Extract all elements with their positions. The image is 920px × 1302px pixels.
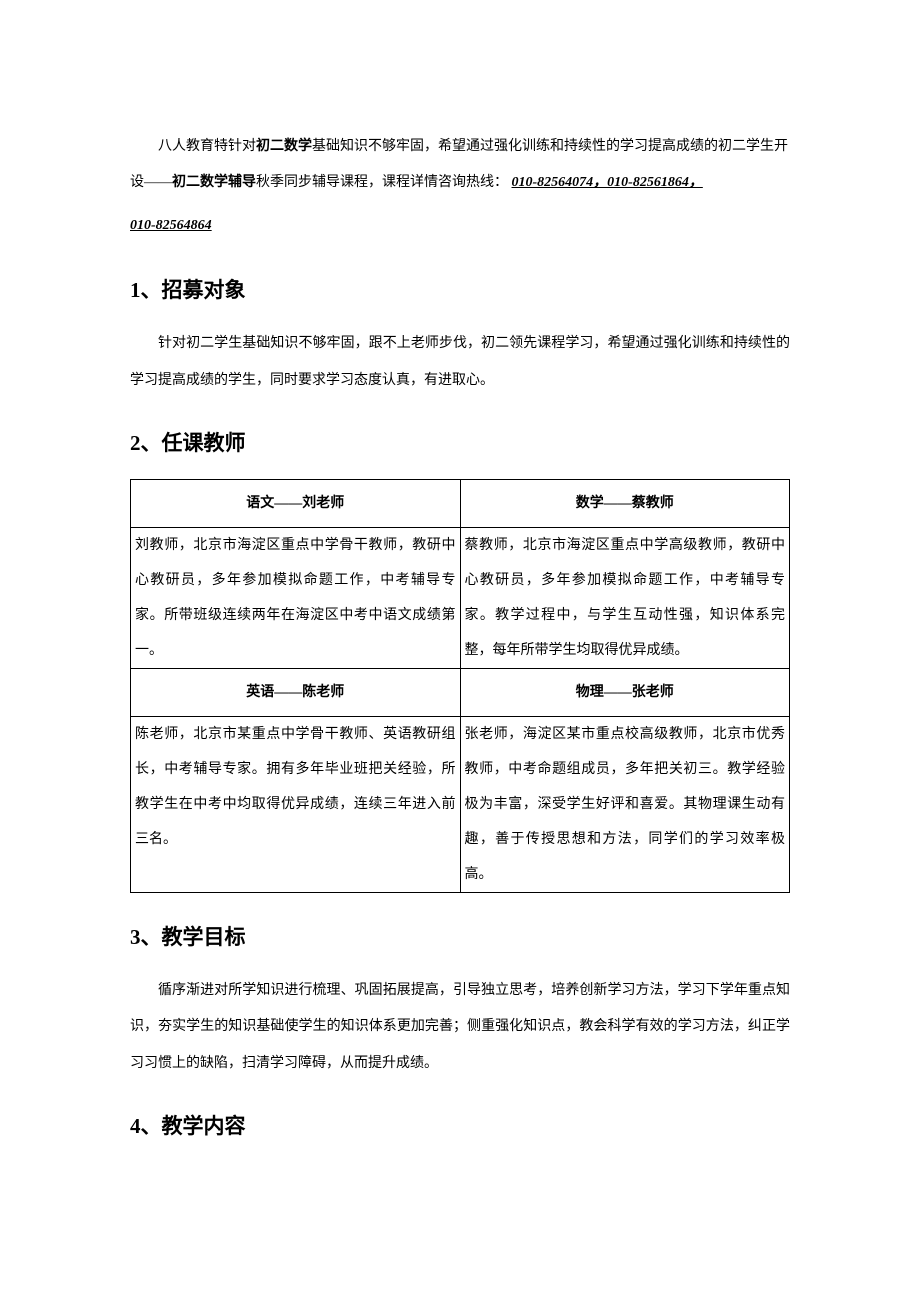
teacher-header-physics: 物理——张老师 xyxy=(460,668,790,716)
teacher-header-english: 英语——陈老师 xyxy=(131,668,461,716)
intro-prefix: 八人教育特针对 xyxy=(158,139,256,154)
teachers-table: 语文——刘老师 数学——蔡教师 刘教师，北京市海淀区重点中学骨干教师，教研中心教… xyxy=(130,479,790,893)
teacher-header-math: 数学——蔡教师 xyxy=(460,479,790,527)
teacher-desc-chinese: 刘教师，北京市海淀区重点中学骨干教师，教研中心教研员，多年参加模拟命题工作，中考… xyxy=(131,527,461,668)
intro-bold-1: 初二数学 xyxy=(256,139,312,154)
intro-mid-2: 秋季同步辅导课程，课程详情咨询热线： xyxy=(256,175,508,190)
intro-phones-line2: 010-82564864 xyxy=(130,208,790,244)
table-row: 刘教师，北京市海淀区重点中学骨干教师，教研中心教研员，多年参加模拟命题工作，中考… xyxy=(131,527,790,668)
goal-paragraph: 循序渐进对所学知识进行梳理、巩固拓展提高，引导独立思考，培养创新学习方法，学习下… xyxy=(130,973,790,1082)
heading-goal: 3、教学目标 xyxy=(130,921,790,951)
heading-content: 4、教学内容 xyxy=(130,1110,790,1140)
table-row: 英语——陈老师 物理——张老师 xyxy=(131,668,790,716)
teacher-desc-math: 蔡教师，北京市海淀区重点中学高级教师，教研中心教研员，多年参加模拟命题工作，中考… xyxy=(460,527,790,668)
table-row: 陈老师，北京市某重点中学骨干教师、英语教研组长，中考辅导专家。拥有多年毕业班把关… xyxy=(131,716,790,892)
heading-teachers: 2、任课教师 xyxy=(130,427,790,457)
intro-bold-2: 初二数学辅导 xyxy=(172,175,256,190)
recruit-paragraph: 针对初二学生基础知识不够牢固，跟不上老师步伐，初二领先课程学习，希望通过强化训练… xyxy=(130,326,790,399)
intro-phones-inline: 010-82564074，010-82561864， xyxy=(512,175,703,190)
teacher-header-chinese: 语文——刘老师 xyxy=(131,479,461,527)
heading-recruit: 1、招募对象 xyxy=(130,274,790,304)
teacher-desc-physics: 张老师，海淀区某市重点校高级教师，北京市优秀教师，中考命题组成员，多年把关初三。… xyxy=(460,716,790,892)
table-row: 语文——刘老师 数学——蔡教师 xyxy=(131,479,790,527)
intro-paragraph: 八人教育特针对初二数学基础知识不够牢固，希望通过强化训练和持续性的学习提高成绩的… xyxy=(130,129,790,202)
document-page: 八人教育特针对初二数学基础知识不够牢固，希望通过强化训练和持续性的学习提高成绩的… xyxy=(0,0,920,1302)
teacher-desc-english: 陈老师，北京市某重点中学骨干教师、英语教研组长，中考辅导专家。拥有多年毕业班把关… xyxy=(131,716,461,892)
